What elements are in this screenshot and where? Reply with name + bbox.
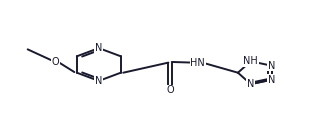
- Text: N: N: [247, 79, 255, 89]
- Text: O: O: [166, 85, 174, 95]
- Text: N: N: [95, 76, 102, 86]
- Text: N: N: [95, 43, 102, 53]
- Text: N: N: [268, 61, 275, 71]
- Text: O: O: [52, 57, 59, 67]
- Text: NH: NH: [243, 56, 258, 66]
- Text: N: N: [268, 75, 275, 85]
- Text: HN: HN: [190, 58, 205, 68]
